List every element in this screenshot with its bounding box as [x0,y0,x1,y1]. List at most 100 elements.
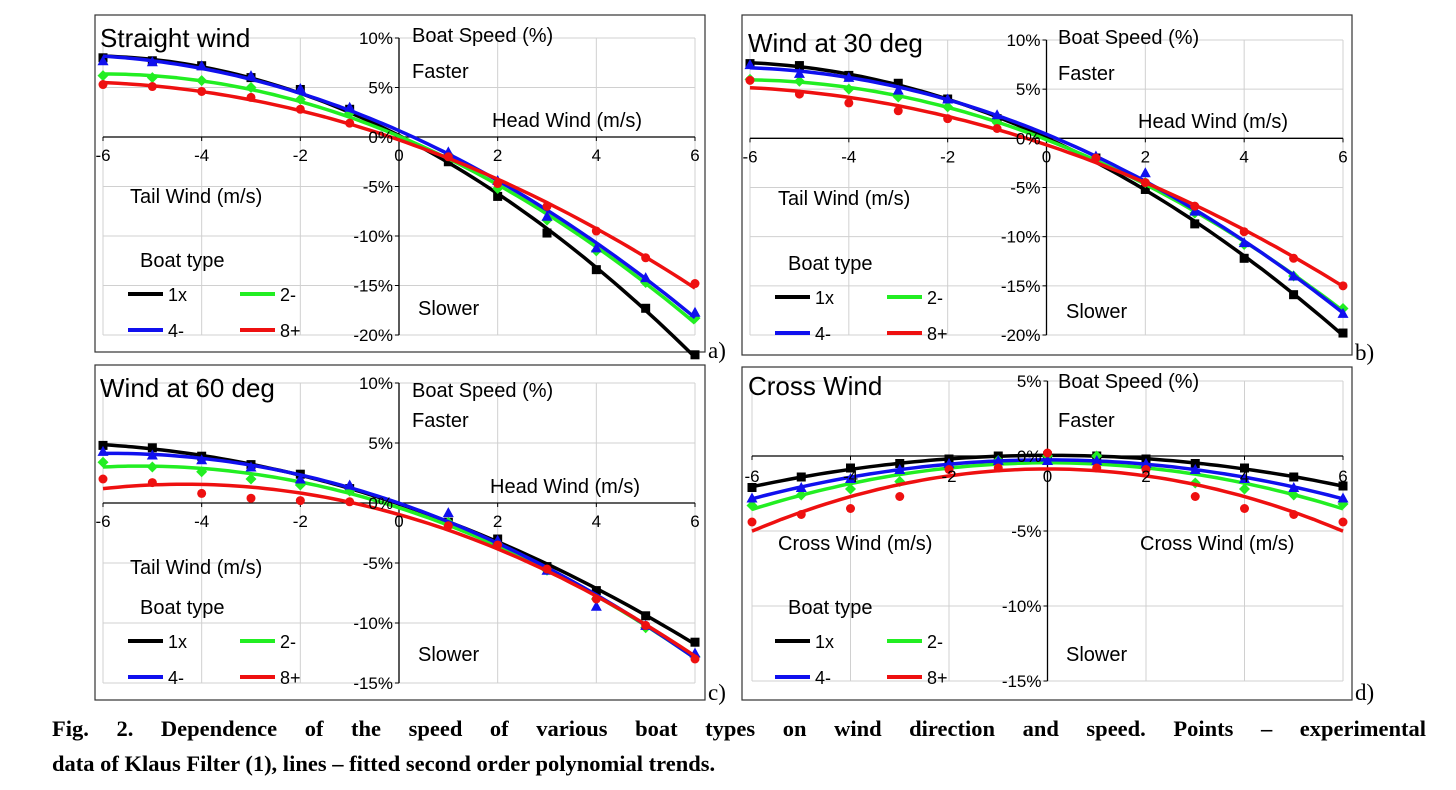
data-point-square [794,61,804,71]
data-point-circle [1289,253,1299,263]
data-point-square [1289,472,1299,482]
data-point-circle [1289,510,1299,519]
data-point-square [591,265,601,275]
data-point-triangle [97,445,109,456]
legend-item-8+: 8+ [240,668,301,688]
data-point-circle [641,620,651,630]
faster-label: Faster [1058,410,1115,432]
panel-frame [94,14,706,353]
data-point-circle [98,80,108,90]
data-point-circle [542,564,552,574]
legend-item-1x: 1x [775,632,834,652]
x-axis-label-right: Head Wind (m/s) [492,110,642,132]
data-point-triangle [590,242,602,253]
data-point-triangle [744,59,756,70]
data-point-circle [493,540,503,550]
y-tick-label: 5% [1017,372,1042,391]
data-point-circle [690,279,700,289]
y-tick-label: 0% [1017,447,1042,466]
data-point-diamond [1288,489,1300,501]
data-point-circle [542,201,552,211]
x-axis-label-left: Tail Wind (m/s) [778,188,910,210]
data-point-circle [1190,201,1200,211]
y-tick-label: -5% [1010,179,1040,198]
legend-label: 2- [927,632,943,652]
legend-label: 8+ [927,324,948,344]
data-point-square [1338,481,1348,491]
data-point-circle [345,118,355,128]
y-tick-label: -15% [353,674,393,693]
legend-label: 1x [815,632,834,652]
data-point-square [98,440,108,450]
x-axis-label-left: Cross Wind (m/s) [778,533,932,555]
chart-panel-c: 1x 2- 4- 8+ [94,364,706,701]
data-point-triangle [1042,455,1053,465]
y-tick-label: -5% [1011,522,1041,541]
data-point-square [846,463,855,473]
legend-item-1x: 1x [128,632,187,652]
data-point-triangle [1288,270,1300,281]
data-point-square [1140,184,1150,194]
y-tick-label: 5% [1016,80,1041,99]
faster-label: Faster [1058,63,1115,85]
panel-title: Wind at 60 deg [100,373,275,403]
y-tick-label: -20% [353,326,393,345]
legend-label: 2- [927,288,943,308]
legend-title: Boat type [788,597,873,619]
chart-panel-d: 1x 2- 4- 8+ [741,366,1353,701]
data-point-triangle [1140,458,1152,468]
trend-line-8+ [751,467,1344,533]
data-point-circle [197,86,207,96]
data-point-triangle [245,70,257,81]
x-tick-label: 6 [690,512,699,531]
y-tick-label: -10% [1001,228,1041,247]
data-point-diamond [1239,483,1250,495]
data-point-triangle [541,210,553,221]
data-points-4- [744,59,1349,318]
data-point-circle [147,82,157,92]
panel-title: Wind at 30 deg [748,28,923,58]
data-point-diamond [97,70,109,82]
data-point-circle [895,492,905,501]
data-point-diamond [746,500,758,511]
x-tick-label: 2 [493,512,502,531]
y-tick-label: -10% [353,227,393,246]
slower-label: Slower [1066,644,1127,666]
data-point-square [690,350,700,360]
data-point-square [690,637,700,647]
data-point-square [641,303,651,313]
x-tick-label: 4 [1239,147,1248,166]
slower-label: Slower [418,298,479,320]
figure-caption-line-2: data of Klaus Filter (1), lines – fitted… [52,751,716,776]
data-point-diamond [845,483,856,495]
x-axis-label-left: Tail Wind (m/s) [130,557,262,579]
data-point-square [1338,328,1348,338]
y-tick-label: 0% [368,128,393,147]
y-tick-label: -15% [1002,672,1042,691]
data-point-circle [846,504,855,513]
data-point-circle [197,488,207,498]
slower-label: Slower [418,644,479,666]
data-point-circle [1091,153,1101,163]
data-point-circle [1338,517,1348,527]
data-point-triangle [1189,464,1201,474]
x-tick-label: -2 [941,467,956,486]
data-point-diamond [991,117,1003,129]
x-tick-label: -6 [95,512,110,531]
x-tick-label: 2 [1141,147,1150,166]
legend-label: 1x [815,288,834,308]
chart-panel-b: 1x 2- 4- 8+ [741,14,1353,356]
data-point-circle [1239,227,1249,237]
panel-frame [741,14,1353,356]
y-tick-label: 5% [368,434,393,453]
data-points-4- [746,455,1349,503]
y-axis-label: Boat Speed (%) [412,25,553,47]
x-tick-label: -4 [194,146,209,165]
data-point-circle [591,594,601,604]
data-point-circle [893,106,903,116]
data-point-circle [747,517,757,527]
data-point-triangle [894,464,906,474]
data-point-circle [993,463,1003,473]
data-point-circle [98,474,108,484]
data-point-triangle [344,101,356,112]
